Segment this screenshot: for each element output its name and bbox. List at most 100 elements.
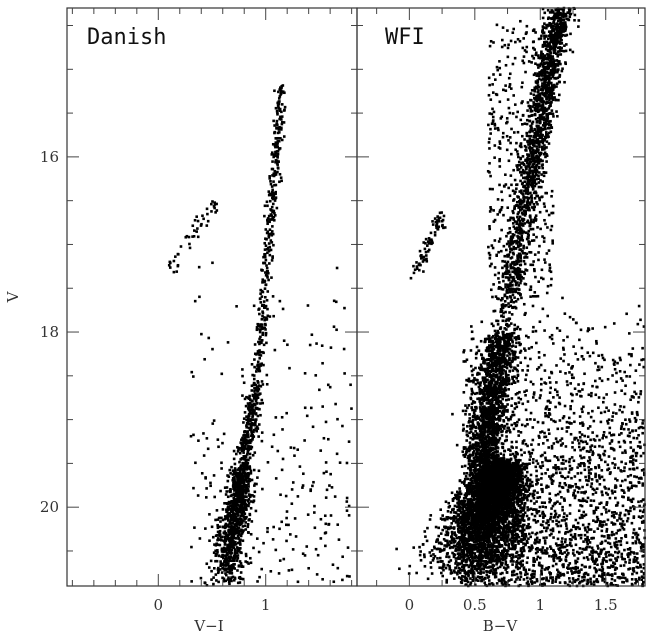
- scatter-point: [262, 343, 266, 347]
- scatter-point: [324, 420, 328, 424]
- scatter-point: [270, 205, 274, 209]
- scatter-point: [235, 521, 239, 525]
- scatter-point: [274, 106, 278, 110]
- scatter-point: [236, 511, 239, 514]
- scatter-point: [240, 438, 243, 442]
- scatter-point: [254, 418, 258, 421]
- scatter-point: [244, 508, 247, 511]
- scatter-point: [515, 509, 518, 513]
- scatter-point: [231, 469, 235, 472]
- scatter-point: [266, 276, 269, 279]
- scatter-point: [324, 461, 328, 464]
- scatter-point: [230, 543, 233, 547]
- scatter-point: [273, 348, 277, 352]
- scatter-point: [218, 530, 221, 534]
- scatter-point: [261, 401, 265, 405]
- scatter-point: [216, 568, 220, 571]
- scatter-point: [462, 566, 466, 569]
- scatter-point: [238, 541, 241, 544]
- scatter-point: [225, 502, 228, 505]
- scatter-point: [230, 525, 234, 529]
- scatter-point: [275, 154, 279, 158]
- scatter-point: [268, 175, 271, 178]
- scatter-point: [212, 576, 215, 579]
- scatter-point: [454, 549, 457, 552]
- scatter-point: [506, 528, 510, 531]
- scatter-point: [217, 554, 220, 557]
- scatter-point: [274, 548, 278, 552]
- scatter-point: [490, 542, 493, 545]
- scatter-point: [273, 211, 276, 215]
- scatter-point: [459, 568, 463, 572]
- scatter-point: [473, 543, 477, 547]
- scatter-point: [531, 546, 534, 549]
- scatter-point: [271, 142, 275, 146]
- scatter-point: [264, 306, 267, 309]
- scatter-point: [252, 377, 256, 381]
- scatter-point: [507, 498, 511, 502]
- scatter-point: [523, 537, 527, 541]
- scatter-point: [247, 562, 250, 565]
- scatter-point: [459, 500, 462, 503]
- scatter-point: [465, 529, 468, 533]
- scatter-point: [518, 518, 522, 521]
- scatter-point: [263, 280, 266, 284]
- scatter-point: [260, 338, 264, 342]
- scatter-point: [243, 438, 247, 442]
- scatter-point: [222, 539, 226, 543]
- scatter-point: [518, 497, 522, 501]
- scatter-point: [250, 384, 254, 388]
- scatter-point: [191, 224, 195, 228]
- scatter-point: [248, 410, 252, 414]
- scatter-point: [252, 381, 256, 385]
- scatter-point: [202, 217, 205, 221]
- scatter-point: [245, 453, 249, 456]
- scatter-point: [259, 364, 263, 367]
- scatter-point: [286, 343, 289, 347]
- scatter-point: [245, 503, 249, 507]
- scatter-point: [198, 537, 202, 540]
- scatter-point: [211, 535, 215, 539]
- scatter-point: [233, 467, 237, 470]
- scatter-point: [278, 172, 282, 176]
- scatter-point: [249, 506, 253, 510]
- scatter-point: [455, 549, 459, 552]
- scatter-point: [226, 548, 230, 552]
- scatter-point: [275, 109, 279, 113]
- scatter-point: [252, 428, 256, 432]
- scatter-point: [264, 271, 267, 274]
- scatter-point: [479, 541, 483, 545]
- scatter-point: [266, 217, 270, 220]
- scatter-point: [263, 253, 267, 257]
- scatter-point: [239, 514, 243, 518]
- scatter-point: [255, 397, 258, 401]
- scatter-point: [493, 527, 497, 530]
- scatter-point: [277, 107, 281, 110]
- scatter-point: [198, 295, 201, 299]
- scatter-point: [271, 232, 275, 236]
- scatter-point: [245, 425, 248, 429]
- scatter-point: [229, 514, 233, 517]
- scatter-point: [244, 475, 248, 479]
- scatter-point: [231, 575, 235, 579]
- scatter-point: [272, 192, 276, 195]
- scatter-point: [205, 584, 209, 587]
- scatter-point: [169, 261, 172, 265]
- scatter-point: [222, 579, 226, 583]
- scatter-point: [270, 233, 274, 237]
- scatter-point: [433, 546, 436, 550]
- scatter-point: [258, 392, 262, 395]
- scatter-point: [243, 468, 246, 471]
- scatter-point: [241, 478, 244, 482]
- scatter-point: [533, 514, 537, 518]
- scatter-point: [258, 342, 261, 346]
- scatter-point: [528, 479, 532, 482]
- scatter-point: [454, 557, 458, 560]
- scatter-point: [507, 502, 511, 505]
- scatter-point: [262, 300, 266, 303]
- scatter-point: [484, 461, 488, 465]
- scatter-point: [244, 503, 247, 506]
- scatter-point: [519, 503, 522, 507]
- scatter-point: [446, 526, 450, 529]
